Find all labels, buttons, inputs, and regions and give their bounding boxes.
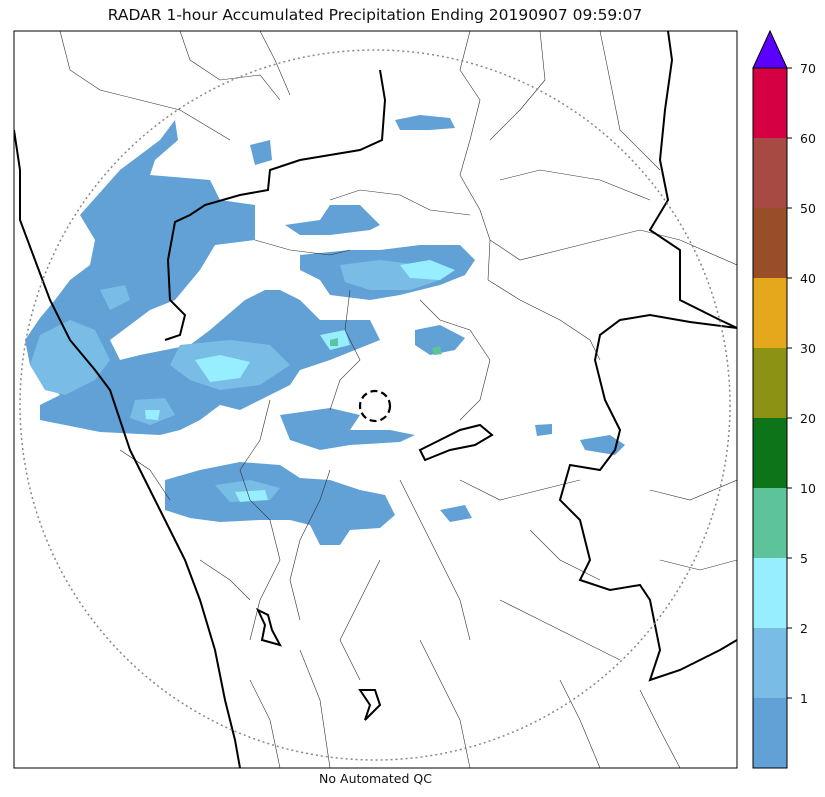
colorbar-cell-30 [753, 348, 787, 418]
colorbar-label-2: 2 [800, 621, 808, 636]
district-boundaries [59, 31, 737, 768]
colorbar-cell-40 [753, 278, 787, 348]
colorbar-label-50: 50 [800, 201, 816, 216]
colorbar-label-10: 10 [800, 481, 816, 496]
colorbar-overflow-triangle [752, 29, 788, 69]
precip-green-1 [330, 338, 338, 346]
precip-cyan-4 [145, 410, 160, 420]
colorbar-label-1: 1 [800, 691, 808, 706]
range-ring [19, 49, 731, 761]
precip-mid-west-2 [100, 285, 130, 310]
colorbar-label-30: 30 [800, 341, 816, 356]
colorbar-cell-70 [753, 68, 787, 138]
colorbar-label-60: 60 [800, 131, 816, 146]
precip-east-patch [580, 435, 625, 455]
colorbar-cell-60 [753, 138, 787, 208]
precip-south-band [165, 462, 395, 545]
precip-cyan-1 [195, 355, 250, 382]
precip-se-patch [440, 505, 472, 522]
colorbar-label-5: 5 [800, 551, 808, 566]
precip-cyan-3 [235, 490, 268, 502]
colorbar-cell-10 [753, 488, 787, 558]
colorbar-label-40: 40 [800, 271, 816, 286]
colorbar-cell-1 [753, 698, 787, 768]
precip-top-patch [395, 115, 455, 130]
colorbar-cell-2 [753, 628, 787, 698]
precip-east-dot [535, 424, 552, 436]
precip-west-band [25, 120, 380, 435]
colorbar-cell-50 [753, 208, 787, 278]
precip-top-left-patch [250, 140, 272, 165]
radar-site-marker [358, 389, 392, 423]
state-boundaries [14, 31, 737, 768]
precip-mid-patch [280, 408, 415, 450]
map-frame [13, 30, 738, 769]
precipitation-field [25, 115, 625, 545]
colorbar-label-20: 20 [800, 411, 816, 426]
precip-green-2 [432, 346, 442, 355]
colorbar-frame [752, 67, 788, 769]
colorbar-label-70: 70 [800, 61, 816, 76]
qc-note: No Automated QC [319, 771, 432, 786]
map-title: RADAR 1-hour Accumulated Precipitation E… [107, 6, 643, 24]
colorbar-cell-20 [753, 418, 787, 488]
colorbar-cell-5 [753, 558, 787, 628]
precip-north-band [285, 205, 380, 235]
precip-cyan-2 [400, 260, 455, 280]
precip-mid-west [30, 320, 110, 395]
precip-ne-patch [415, 325, 465, 355]
